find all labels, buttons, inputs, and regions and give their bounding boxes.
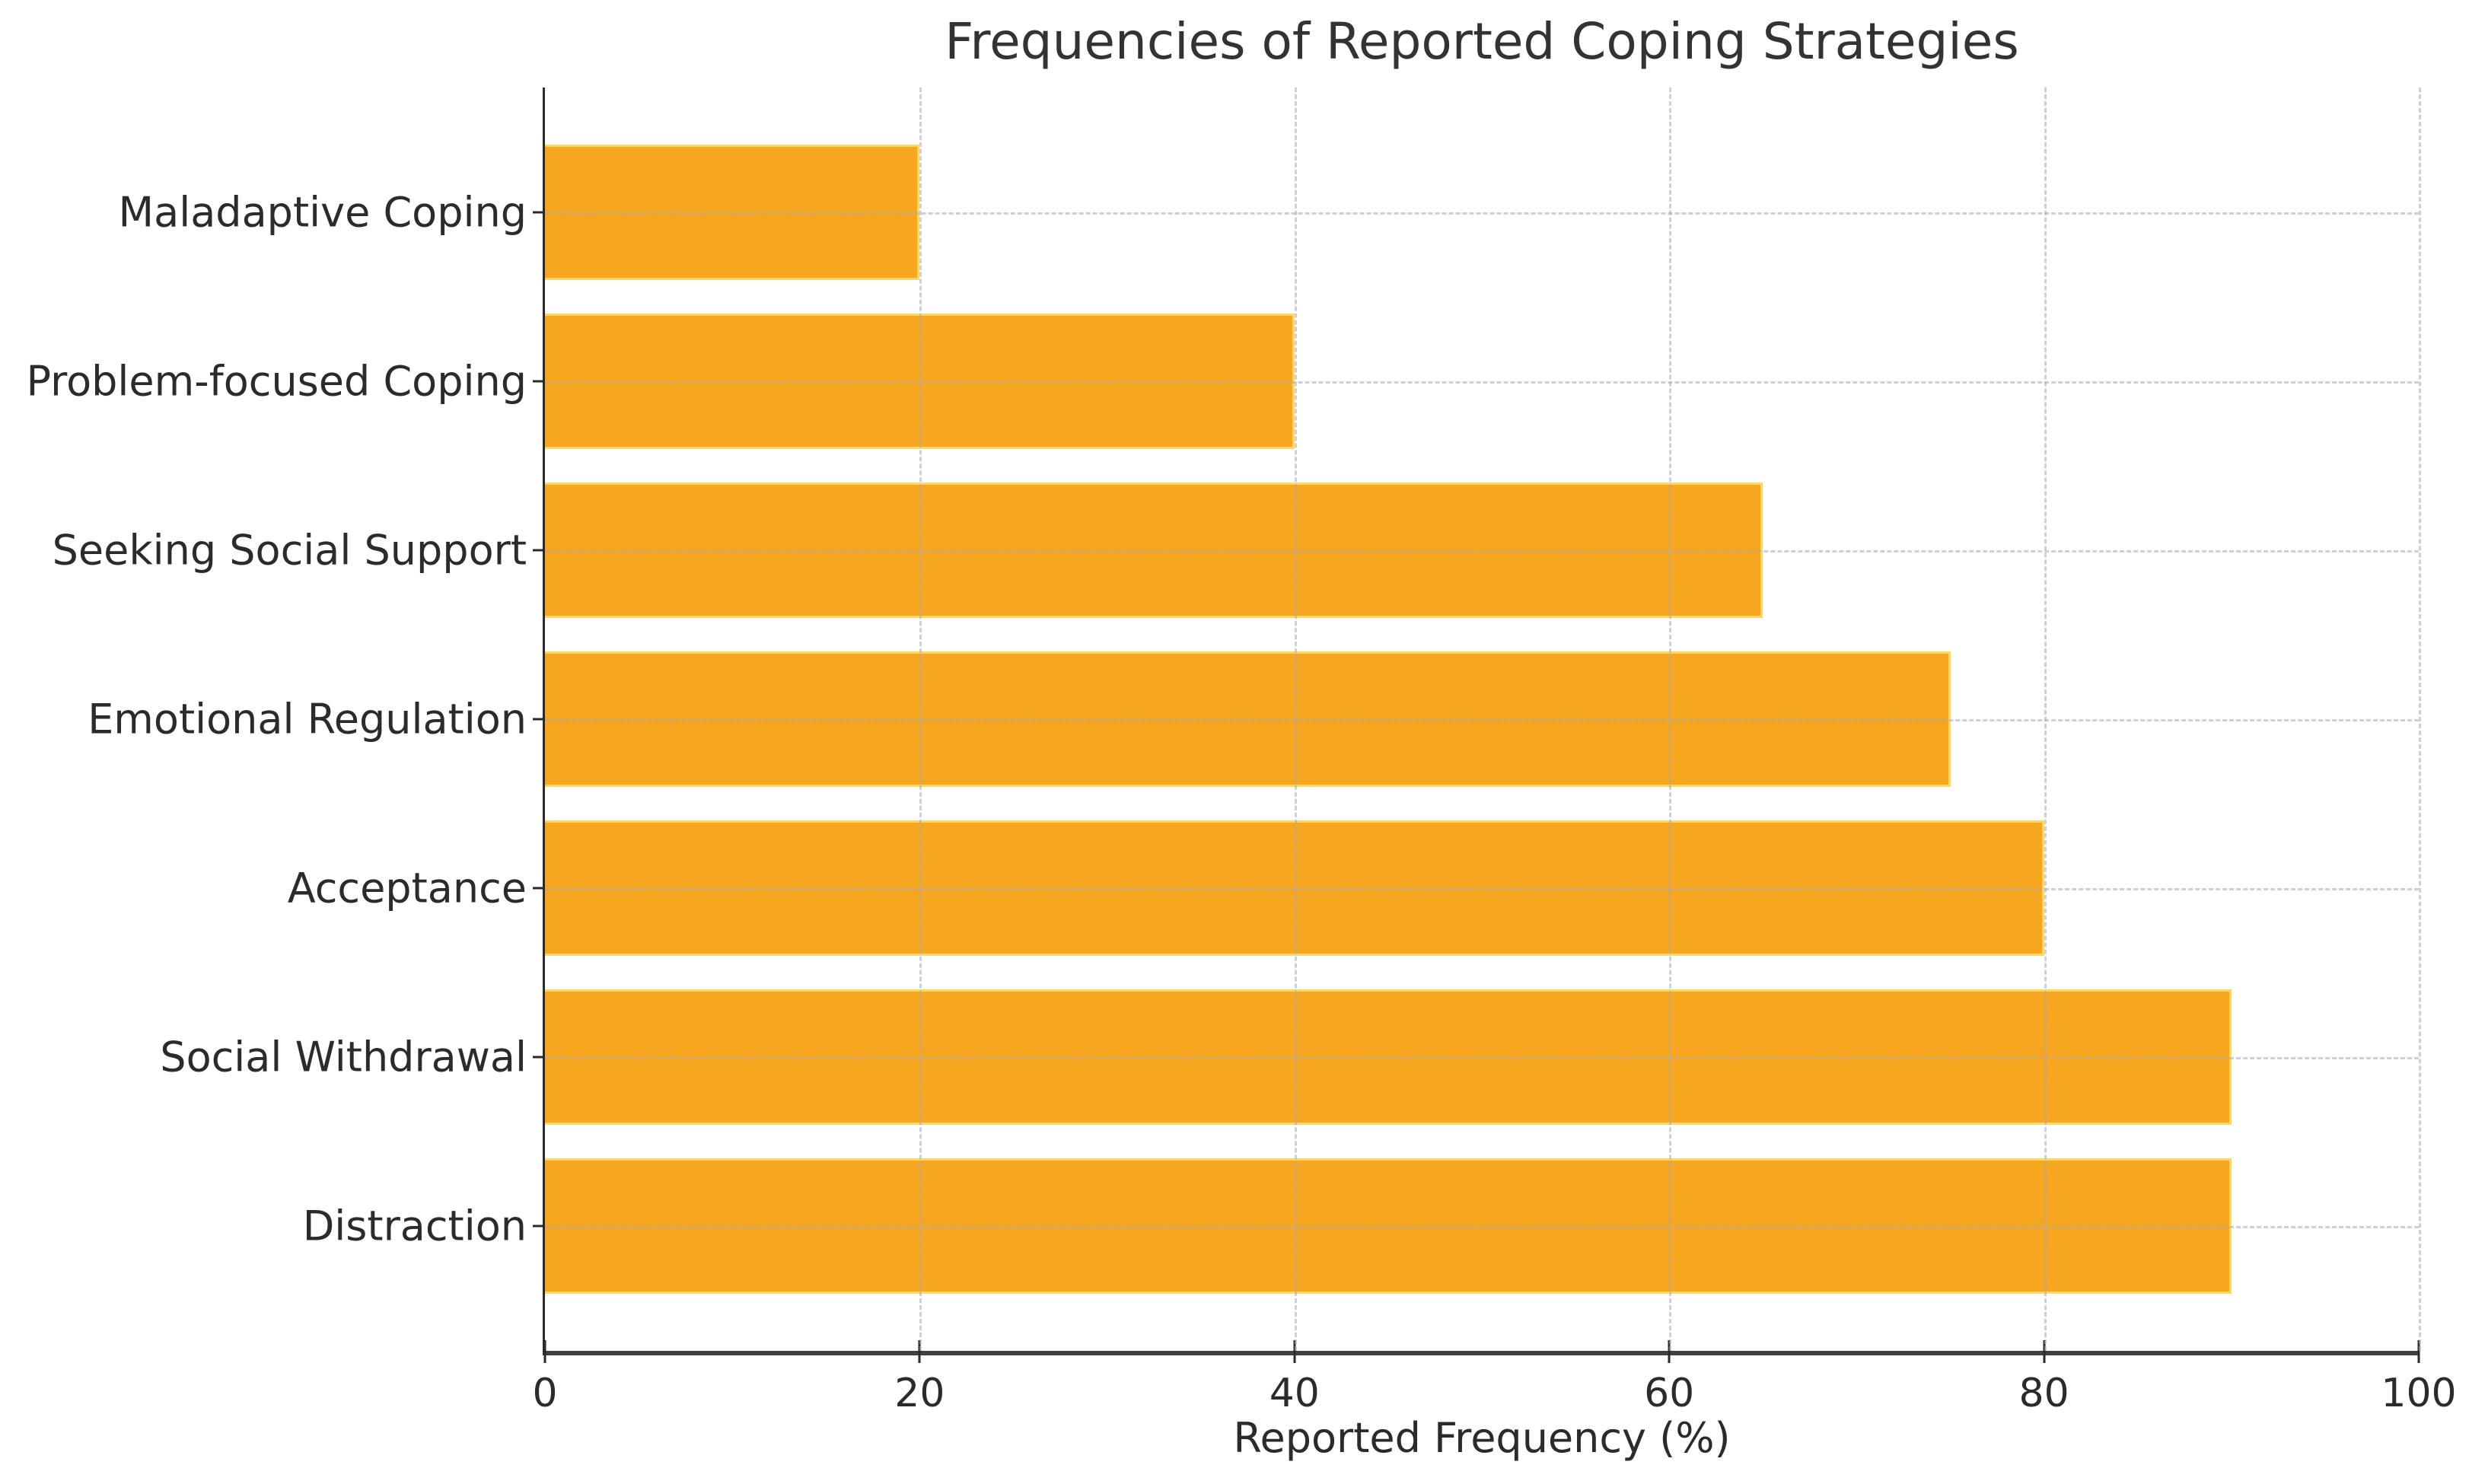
chart-title: Frequencies of Reported Coping Strategie… bbox=[945, 12, 2019, 71]
x-tick-mark bbox=[1668, 1340, 1671, 1363]
gridline-vertical bbox=[2044, 88, 2047, 1351]
y-axis-category-label: Maladaptive Coping bbox=[118, 188, 527, 237]
x-tick-mark bbox=[2417, 1340, 2420, 1363]
x-tick-label: 60 bbox=[1644, 1371, 1695, 1416]
y-axis-category-label: Acceptance bbox=[287, 864, 527, 912]
gridline-horizontal bbox=[545, 887, 2419, 890]
gridline-horizontal bbox=[545, 381, 2419, 384]
x-tick-mark bbox=[918, 1340, 921, 1363]
gridline-horizontal bbox=[545, 550, 2419, 553]
x-tick-label: 80 bbox=[2018, 1371, 2069, 1416]
gridline-vertical bbox=[1294, 88, 1297, 1351]
x-tick-mark bbox=[1293, 1340, 1296, 1363]
x-tick-mark bbox=[543, 1340, 546, 1363]
x-tick-label: 0 bbox=[532, 1371, 558, 1416]
x-axis-label: Reported Frequency (%) bbox=[1233, 1414, 1731, 1462]
y-axis-category-label: Seeking Social Support bbox=[52, 526, 527, 575]
x-tick-label: 20 bbox=[894, 1371, 945, 1416]
gridline-horizontal bbox=[545, 1056, 2419, 1059]
plot-area bbox=[543, 88, 2421, 1355]
gridline-vertical bbox=[2419, 88, 2421, 1351]
gridline-horizontal bbox=[545, 212, 2419, 215]
gridline-vertical bbox=[919, 88, 922, 1351]
x-tick-label: 40 bbox=[1269, 1371, 1320, 1416]
gridline-vertical bbox=[1669, 88, 1672, 1351]
x-tick-mark bbox=[2043, 1340, 2046, 1363]
gridline-horizontal bbox=[545, 1225, 2419, 1228]
gridline-horizontal bbox=[545, 719, 2419, 721]
y-axis-category-label: Emotional Regulation bbox=[88, 695, 527, 744]
x-tick-label: 100 bbox=[2381, 1371, 2457, 1416]
y-axis-category-label: Distraction bbox=[302, 1202, 527, 1250]
bar bbox=[545, 651, 1951, 787]
y-axis-category-label: Social Withdrawal bbox=[160, 1033, 527, 1081]
y-axis-category-label: Problem-focused Coping bbox=[26, 357, 527, 406]
